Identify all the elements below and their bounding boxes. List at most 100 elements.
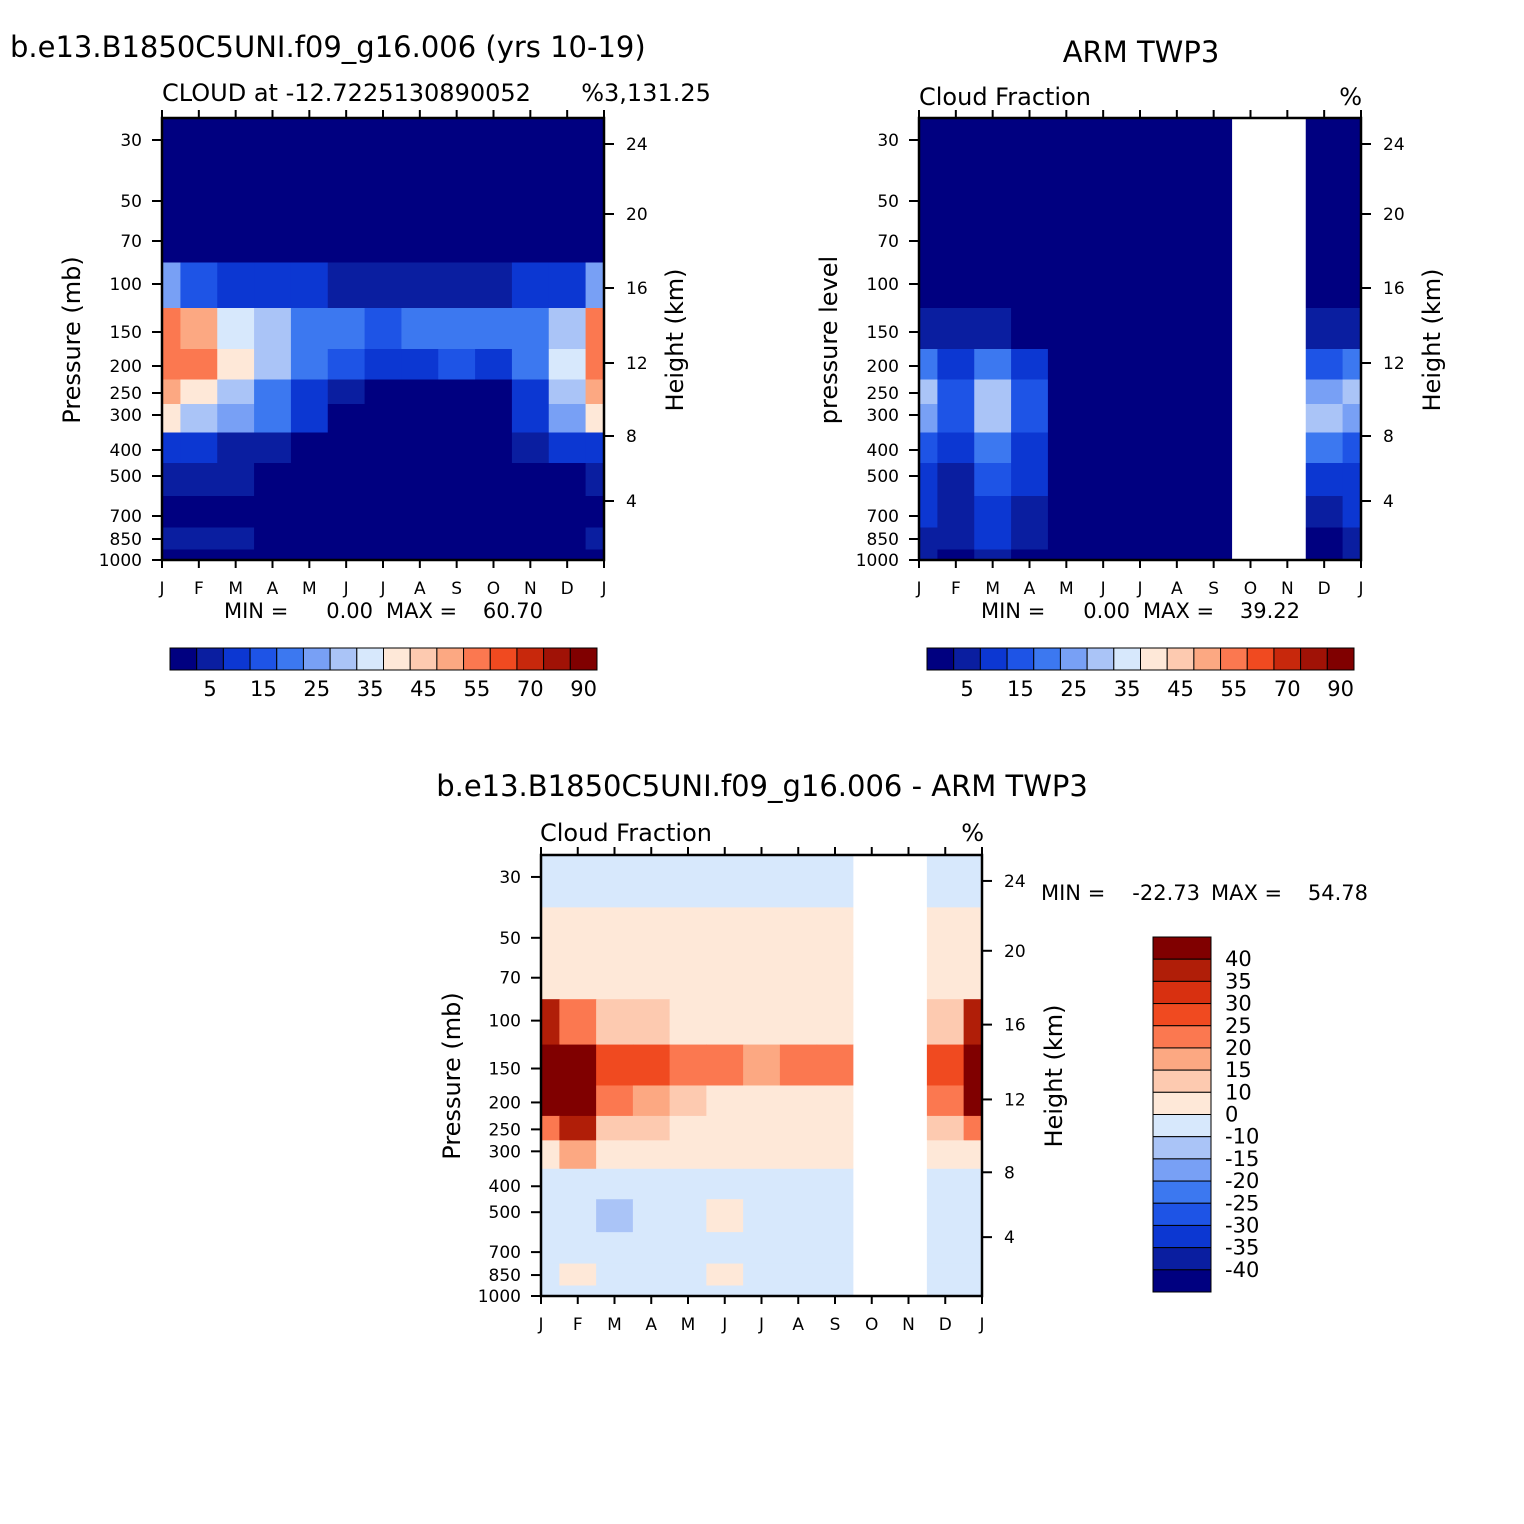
colorbar-label: 5	[960, 677, 973, 701]
heatmap-cell	[853, 1115, 891, 1141]
heatmap-cell	[559, 855, 597, 908]
obs-max-value: 39.22	[1240, 599, 1300, 623]
heatmap-cell	[401, 432, 439, 464]
heatmap-cell	[254, 496, 292, 529]
heatmap-cell	[475, 527, 513, 551]
heatmap-cell	[1305, 349, 1344, 381]
heatmap-cell	[816, 1085, 854, 1117]
heatmap-cell	[1121, 118, 1160, 172]
heatmap-cell	[632, 1232, 671, 1265]
heatmap-cell	[162, 170, 182, 222]
heatmap-cell	[511, 432, 550, 464]
heatmap-cell	[963, 1199, 983, 1233]
heatmap-cell	[596, 1168, 634, 1200]
heatmap-cell	[1158, 118, 1196, 172]
heatmap-cell	[217, 349, 255, 381]
heatmap-cell	[290, 170, 329, 222]
heatmap-cell	[475, 404, 513, 434]
right-tick-label: 24	[1383, 135, 1405, 155]
x-tick-label: F	[194, 579, 204, 599]
heatmap-cell	[511, 221, 550, 264]
heatmap-cell	[217, 527, 255, 551]
heatmap-cell	[974, 118, 1012, 172]
heatmap-cell	[217, 221, 255, 264]
heatmap-cell	[926, 1199, 965, 1233]
obs-min-label: MIN =	[981, 599, 1045, 623]
heatmap-cell	[963, 1168, 983, 1200]
heatmap-cell	[1158, 404, 1196, 434]
colorbar-label: -10	[1225, 1125, 1259, 1149]
heatmap-cell	[669, 1199, 707, 1233]
heatmap-cell	[511, 549, 550, 561]
heatmap-cell	[919, 379, 939, 405]
model-min-label: MIN =	[224, 599, 288, 623]
heatmap-cell	[438, 496, 476, 529]
obs-min-value: 0.00	[1083, 599, 1130, 623]
heatmap-cell	[548, 379, 587, 405]
heatmap-cell	[217, 549, 255, 561]
colorbar-label: -20	[1225, 1169, 1259, 1193]
heatmap-cell	[1268, 463, 1307, 497]
colorbar-swatch	[1152, 1224, 1212, 1249]
heatmap-cell	[1011, 496, 1049, 529]
x-tick-label: M	[228, 579, 243, 599]
heatmap-cell	[438, 170, 476, 222]
heatmap-cell	[1342, 404, 1362, 434]
x-tick-label: J	[915, 579, 921, 599]
heatmap-cell	[1158, 432, 1196, 464]
heatmap-cell	[706, 1199, 744, 1233]
heatmap-cell	[180, 118, 218, 172]
x-tick-label: M	[681, 1315, 696, 1335]
model-colorbar: 5 15 25 35 45 55 70 90	[169, 647, 598, 701]
heatmap-cell	[254, 308, 292, 350]
heatmap-cell	[1305, 379, 1344, 405]
heatmap-cell	[1121, 308, 1160, 350]
heatmap-cell	[327, 349, 366, 381]
right-tick-label: 8	[626, 427, 637, 447]
heatmap-cell	[632, 1168, 671, 1200]
heatmap-cell	[1011, 463, 1049, 497]
heatmap-cell	[926, 907, 965, 959]
heatmap-cell	[1121, 463, 1160, 497]
model-title: b.e13.B1850C5UNI.f09_g16.006 (yrs 10-19)	[10, 30, 646, 64]
heatmap-cell	[217, 379, 255, 405]
heatmap-cell	[585, 496, 605, 529]
colorbar-swatch	[543, 647, 571, 671]
heatmap-cell	[217, 404, 255, 434]
heatmap-cell	[162, 308, 182, 350]
heatmap-cell	[548, 118, 587, 172]
heatmap-cell	[706, 957, 744, 1000]
heatmap-cell	[1158, 221, 1196, 264]
colorbar-label: -25	[1225, 1191, 1259, 1215]
colorbar-swatch	[249, 647, 278, 671]
heatmap-cell	[1084, 527, 1123, 551]
x-tick-label: O	[865, 1315, 878, 1335]
heatmap-cell	[548, 170, 587, 222]
y-tick-label: 300	[867, 406, 899, 426]
colorbar-label: 5	[203, 677, 216, 701]
heatmap-cell	[1232, 221, 1270, 264]
heatmap-cell	[541, 1199, 560, 1233]
heatmap-cell	[779, 1168, 818, 1200]
heatmap-cell	[816, 1199, 854, 1233]
heatmap-cell	[853, 957, 891, 1000]
heatmap-cell	[559, 999, 597, 1046]
heatmap-cell	[1268, 432, 1307, 464]
x-tick-label: A	[1024, 579, 1036, 599]
heatmap-cell	[890, 999, 928, 1046]
x-tick-label: O	[1244, 579, 1257, 599]
heatmap-cell	[327, 549, 366, 561]
heatmap-cell	[541, 957, 560, 1000]
heatmap-cell	[559, 1085, 597, 1117]
heatmap-cell	[1121, 549, 1160, 561]
heatmap-cell	[364, 527, 403, 551]
heatmap-cell	[364, 118, 403, 172]
heatmap-cell	[963, 1115, 983, 1141]
heatmap-cell	[401, 527, 439, 551]
colorbar-swatch	[1152, 1247, 1212, 1271]
y-tick-label: 30	[877, 131, 899, 151]
heatmap-cell	[706, 1140, 744, 1170]
y-tick-label: 50	[120, 192, 142, 212]
heatmap-cell	[364, 404, 403, 434]
heatmap-cell	[937, 221, 975, 264]
